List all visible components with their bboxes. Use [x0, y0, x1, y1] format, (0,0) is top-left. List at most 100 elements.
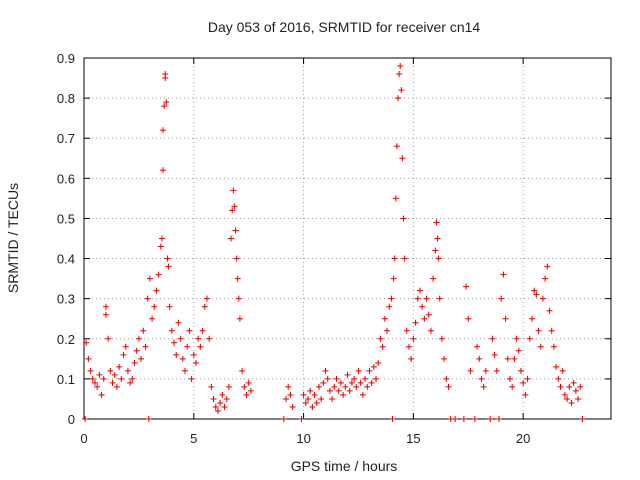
grid [84, 58, 611, 419]
data-point [400, 215, 407, 222]
data-point [197, 343, 204, 350]
data-point [304, 395, 311, 402]
data-point [384, 327, 391, 334]
data-point [182, 367, 189, 374]
data-point [509, 383, 516, 390]
data-point [526, 335, 533, 342]
data-point [533, 291, 540, 298]
data-point [113, 383, 120, 390]
data-point [201, 303, 208, 310]
data-point [315, 383, 322, 390]
data-point [326, 387, 333, 394]
data-point [539, 295, 546, 302]
data-point [546, 307, 553, 314]
y-tick-label: 0.2 [57, 332, 75, 347]
data-point [364, 383, 371, 390]
data-point [498, 295, 505, 302]
data-point [528, 315, 535, 322]
data-point [399, 155, 406, 162]
data-point [98, 391, 105, 398]
data-point [342, 383, 349, 390]
data-point [223, 395, 230, 402]
data-point [140, 327, 147, 334]
data-point [155, 271, 162, 278]
data-point [391, 255, 398, 262]
data-point [163, 99, 170, 106]
data-point [434, 235, 441, 242]
y-tick-label: 0.4 [57, 252, 75, 267]
data-point [229, 207, 236, 214]
data-point [416, 287, 423, 294]
x-tick-label: 15 [406, 431, 420, 446]
data-point [165, 263, 172, 270]
data-point [144, 295, 151, 302]
data-point [390, 275, 397, 282]
data-point [318, 395, 325, 402]
data-point [199, 327, 206, 334]
data-point [245, 379, 252, 386]
data-point [228, 235, 235, 242]
data-point [491, 351, 498, 358]
data-point [435, 255, 442, 262]
data-point [333, 375, 340, 382]
data-series-srmtid [82, 63, 586, 422]
data-point [493, 367, 500, 374]
data-point [480, 383, 487, 390]
data-point [555, 375, 562, 382]
data-point [438, 335, 445, 342]
y-tick-label: 0.7 [57, 131, 75, 146]
data-point [572, 387, 579, 394]
data-point [235, 295, 242, 302]
data-point [307, 387, 314, 394]
data-point [120, 351, 127, 358]
data-point [370, 363, 377, 370]
data-point [287, 391, 294, 398]
data-point [102, 303, 109, 310]
data-point [171, 339, 178, 346]
data-point [346, 387, 353, 394]
data-point [353, 383, 360, 390]
data-point [107, 367, 114, 374]
data-point [131, 359, 138, 366]
data-point [386, 303, 393, 310]
data-point [109, 379, 116, 386]
data-point [445, 383, 452, 390]
data-point [460, 416, 467, 422]
data-point [96, 371, 103, 378]
data-point [487, 416, 494, 422]
data-point [559, 367, 566, 374]
data-point [381, 315, 388, 322]
data-point [522, 391, 529, 398]
data-point [433, 219, 440, 226]
data-point [421, 315, 428, 322]
x-tick-label: 0 [80, 431, 87, 446]
data-point [219, 391, 226, 398]
data-point [548, 327, 555, 334]
data-point [234, 275, 241, 282]
data-point [309, 403, 316, 410]
data-point [311, 391, 318, 398]
data-point [537, 343, 544, 350]
data-point [160, 127, 167, 134]
data-point [452, 416, 459, 422]
data-point [375, 359, 382, 366]
data-point [412, 319, 419, 326]
data-point [145, 416, 152, 422]
data-point [149, 315, 156, 322]
data-point [379, 343, 386, 350]
data-point [432, 247, 439, 254]
data-point [331, 383, 338, 390]
data-point [83, 339, 90, 346]
data-point [157, 243, 164, 250]
data-point [335, 387, 342, 394]
data-point [397, 63, 404, 70]
data-point [166, 303, 173, 310]
data-point [482, 367, 489, 374]
data-point [425, 311, 432, 318]
data-point [564, 395, 571, 402]
data-point [208, 383, 215, 390]
data-point [168, 327, 175, 334]
data-point [177, 335, 184, 342]
data-point [313, 399, 320, 406]
data-point [520, 379, 527, 386]
